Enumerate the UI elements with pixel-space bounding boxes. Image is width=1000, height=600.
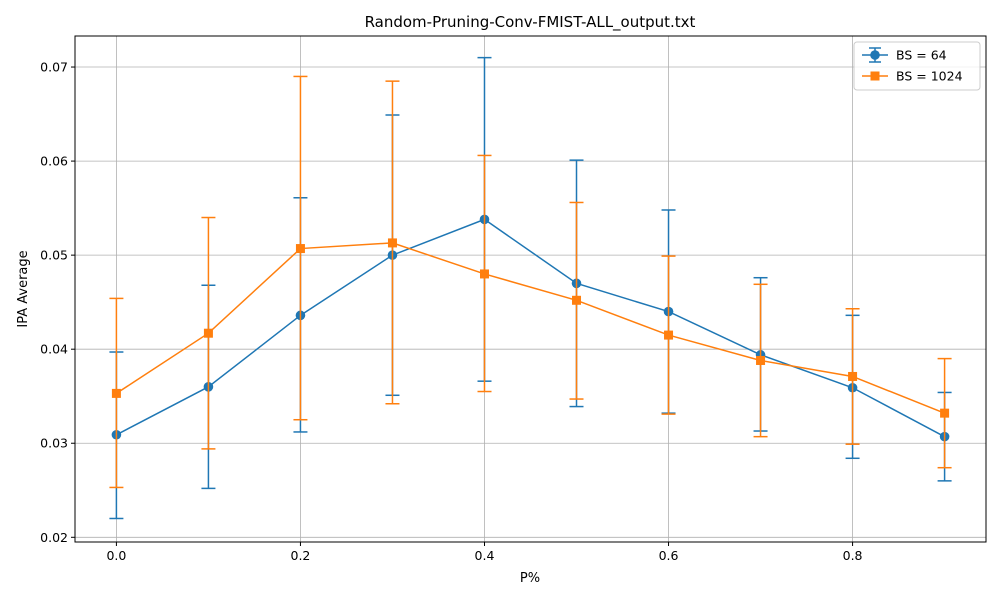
data-point-square (111, 388, 121, 398)
data-point-square (203, 328, 213, 338)
data-point-square (479, 269, 489, 279)
data-point-square (387, 238, 397, 248)
x-tick-label: 0.6 (659, 548, 679, 563)
x-tick-label: 0.4 (475, 548, 495, 563)
y-tick-label: 0.03 (40, 436, 68, 451)
y-axis-ticks: 0.02 0.03 0.04 0.05 0.06 0.07 (40, 60, 75, 545)
x-tick-label: 0.2 (291, 548, 311, 563)
data-point-square (664, 330, 674, 340)
x-axis-label: P% (520, 571, 540, 586)
y-tick-label: 0.04 (40, 342, 68, 357)
legend: BS = 64 BS = 1024 (853, 41, 981, 91)
series-layer (109, 56, 952, 520)
legend-label: BS = 64 (896, 48, 947, 63)
legend-marker-square (870, 71, 880, 81)
data-point-square (295, 244, 305, 254)
series-line (115, 242, 945, 414)
series-2 (109, 75, 952, 489)
data-point-square (848, 371, 858, 381)
data-point-square (756, 355, 766, 365)
legend-marker-circle (870, 50, 880, 60)
x-axis-ticks: 0.0 0.2 0.4 0.6 0.8 (106, 542, 863, 563)
y-tick-label: 0.06 (40, 154, 68, 169)
data-point-square (572, 295, 582, 305)
chart-title: Random-Pruning-Conv-FMIST-ALL_output.txt (365, 13, 696, 32)
y-axis-label: IPA Average (16, 250, 31, 327)
series-line (116, 218, 945, 438)
legend-item-2: BS = 1024 (862, 69, 963, 84)
x-tick-label: 0.8 (843, 548, 863, 563)
legend-label: BS = 1024 (896, 69, 963, 84)
y-tick-label: 0.02 (40, 530, 68, 545)
legend-box (853, 41, 981, 91)
x-tick-label: 0.0 (106, 548, 126, 563)
y-tick-label: 0.07 (40, 60, 68, 75)
legend-item-1: BS = 64 (862, 47, 947, 63)
y-tick-label: 0.05 (40, 248, 68, 263)
data-point-square (940, 408, 950, 418)
plot-frame (74, 35, 987, 543)
